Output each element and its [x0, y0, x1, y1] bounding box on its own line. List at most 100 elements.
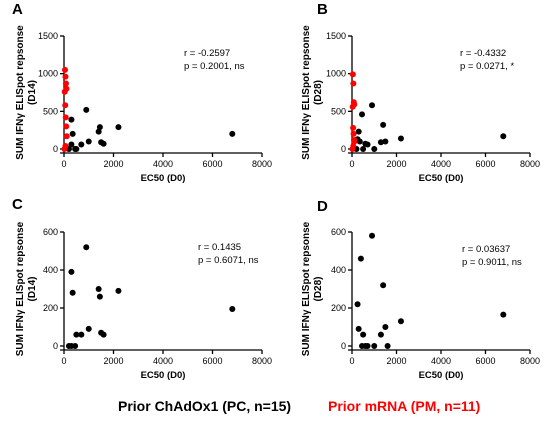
data-point-pc [68, 116, 75, 123]
data-point-pc [377, 139, 384, 146]
data-point-pc [229, 305, 236, 312]
data-point-pc [68, 141, 75, 148]
y-tick-label: 0 [341, 341, 346, 351]
data-point-pm [349, 71, 356, 78]
stat-p: p = 0.9011, ns [462, 257, 522, 268]
data-point-pc [115, 124, 122, 131]
data-point-pm [62, 114, 69, 121]
data-point-pc [362, 140, 369, 147]
panel-b: B 0 500 1000 1500 0 2000 4000 6000 8000 EC50 (D0) S… [301, 1, 540, 184]
x-tick-label: 0 [349, 356, 354, 366]
legend-pm: Prior mRNA (PM, n=11) [328, 398, 481, 414]
data-point-pm [349, 103, 356, 110]
y-tick-label: 500 [43, 106, 58, 116]
y-axis-label: SUM IFNγ ELISpot repsonse [15, 221, 26, 356]
stat-r: r = 0.03637 [462, 244, 510, 255]
data-point-pc [83, 106, 90, 113]
data-point-pc [69, 130, 76, 137]
data-point-pm [62, 80, 69, 87]
y-axis-label: SUM IFNγ ELISpot repsonse [301, 25, 312, 160]
y-axis-label: SUM IFNγ ELISpot repsonse [301, 221, 312, 356]
data-point-pc [83, 244, 90, 251]
y-tick-label: 1000 [38, 69, 58, 79]
data-point-pc [360, 146, 367, 152]
data-point-pm [61, 66, 68, 73]
data-point-pc [359, 111, 366, 118]
data-point-pc [369, 232, 376, 239]
data-point-pm [62, 102, 69, 109]
data-point-pm [61, 88, 68, 95]
data-point-pm [63, 133, 70, 140]
x-tick-label: 8000 [252, 159, 272, 169]
x-tick-label: 4000 [431, 159, 451, 169]
data-point-pc [382, 138, 389, 145]
data-point-pc [384, 343, 391, 349]
data-point-pc [371, 146, 378, 152]
data-point-pc [73, 331, 80, 338]
data-point-pm [350, 80, 357, 87]
panel-letter: D [317, 198, 328, 215]
legend-pc: Prior ChAdOx1 (PC, n=15) [118, 398, 292, 414]
stat-p: p = 0.6071, ns [198, 255, 259, 266]
data-point-pc [85, 325, 92, 332]
data-point-pc [229, 130, 236, 137]
y-axis-label-timepoint: (D28) [313, 80, 324, 105]
y-tick-label: 400 [331, 265, 346, 275]
data-point-pc [354, 301, 361, 308]
data-point-pc [382, 324, 389, 330]
x-tick-label: 4000 [431, 356, 451, 366]
x-tick-label: 0 [349, 159, 354, 169]
data-point-pc [362, 343, 369, 349]
data-point-pc [78, 331, 85, 338]
x-tick-label: 8000 [520, 356, 540, 366]
data-point-pm [63, 123, 70, 130]
data-point-pc [85, 138, 92, 145]
y-tick-label: 600 [43, 227, 58, 237]
data-point-pc [72, 343, 79, 349]
x-tick-label: 6000 [202, 159, 222, 169]
data-point-pc [100, 140, 107, 147]
data-point-pm [351, 138, 358, 145]
y-axis-label-timepoint: (D28) [313, 276, 324, 301]
y-tick-label: 1000 [326, 69, 346, 79]
x-axis-label: EC50 (D0) [419, 173, 464, 184]
stat-p: p = 0.0271, * [460, 61, 514, 72]
data-point-pc [73, 146, 80, 152]
x-tick-label: 4000 [153, 356, 173, 366]
x-axis-label: EC50 (D0) [141, 370, 186, 381]
data-point-pm [62, 73, 69, 80]
data-point-pc [500, 133, 507, 140]
y-tick-label: 400 [43, 265, 58, 275]
data-point-pc [397, 318, 404, 325]
y-tick-label: 1500 [326, 31, 346, 41]
x-tick-label: 4000 [153, 159, 173, 169]
x-tick-label: 0 [61, 159, 66, 169]
data-point-pm [350, 124, 357, 131]
y-tick-label: 0 [53, 144, 58, 154]
data-point-pc [380, 282, 387, 289]
data-point-pc [69, 289, 76, 296]
stat-r: r = -0.2597 [184, 48, 230, 59]
y-tick-label: 600 [331, 227, 346, 237]
stat-r: r = 0.1435 [198, 242, 241, 253]
panel-letter: A [12, 1, 23, 18]
data-point-pc [357, 255, 364, 262]
x-tick-label: 6000 [202, 356, 222, 366]
data-point-pc [356, 138, 363, 145]
x-tick-label: 8000 [252, 356, 272, 366]
x-tick-label: 2000 [386, 356, 406, 366]
data-point-pc [500, 311, 507, 318]
data-point-pc [100, 331, 107, 338]
data-point-pm [62, 142, 69, 149]
x-tick-label: 8000 [520, 159, 540, 169]
stat-r: r = -0.4332 [460, 48, 506, 59]
data-point-pc [360, 331, 367, 338]
data-point-pc [78, 141, 85, 148]
panel-letter: C [12, 196, 23, 213]
data-point-pc [68, 268, 75, 275]
y-tick-label: 0 [53, 341, 58, 351]
x-axis-label: EC50 (D0) [141, 173, 186, 184]
